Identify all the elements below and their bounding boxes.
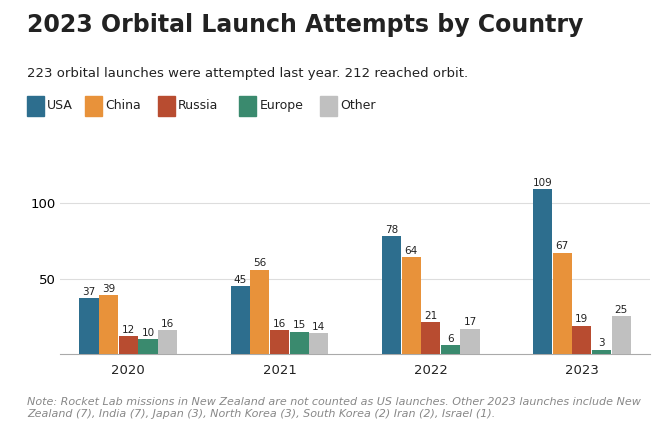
Text: 16: 16 (273, 318, 286, 328)
Text: 6: 6 (447, 334, 454, 344)
Bar (158, 330, 177, 354)
Bar (289, 332, 309, 354)
Bar (270, 330, 289, 354)
Text: 56: 56 (253, 258, 267, 268)
Bar (382, 236, 401, 354)
Bar (553, 253, 572, 354)
Text: 39: 39 (102, 284, 115, 294)
Text: 37: 37 (82, 287, 96, 297)
Bar (533, 190, 552, 354)
Bar (421, 322, 440, 354)
Text: 16: 16 (161, 318, 174, 328)
Text: Russia: Russia (178, 99, 218, 112)
Bar (310, 333, 328, 354)
Text: Other: Other (340, 99, 376, 112)
Text: 3: 3 (598, 338, 605, 348)
Bar (612, 316, 630, 354)
Text: USA: USA (47, 99, 73, 112)
Text: 67: 67 (555, 241, 569, 251)
Bar (401, 257, 421, 354)
Bar (572, 326, 592, 354)
Text: 12: 12 (122, 324, 135, 334)
Text: 45: 45 (234, 275, 247, 285)
Text: 14: 14 (312, 321, 326, 332)
Text: 109: 109 (533, 178, 553, 188)
Text: 25: 25 (614, 305, 628, 315)
Bar (139, 339, 157, 354)
Text: 78: 78 (385, 225, 398, 235)
Bar (251, 270, 269, 354)
Text: 15: 15 (293, 320, 306, 330)
Bar (99, 295, 118, 354)
Text: Note: Rocket Lab missions in New Zealand are not counted as US launches. Other 2: Note: Rocket Lab missions in New Zealand… (27, 397, 641, 419)
Text: 19: 19 (576, 314, 588, 324)
Bar (119, 336, 138, 354)
Text: 223 orbital launches were attempted last year. 212 reached orbit.: 223 orbital launches were attempted last… (27, 67, 468, 80)
Text: 21: 21 (424, 311, 438, 321)
Bar (80, 298, 98, 354)
Bar (592, 350, 611, 354)
Text: 2023 Orbital Launch Attempts by Country: 2023 Orbital Launch Attempts by Country (27, 13, 583, 37)
Bar (230, 286, 250, 354)
Text: Europe: Europe (259, 99, 303, 112)
Bar (460, 328, 480, 354)
Text: 17: 17 (464, 317, 476, 327)
Text: 10: 10 (141, 327, 155, 338)
Bar (441, 345, 460, 354)
Text: China: China (105, 99, 141, 112)
Text: 64: 64 (405, 246, 417, 256)
